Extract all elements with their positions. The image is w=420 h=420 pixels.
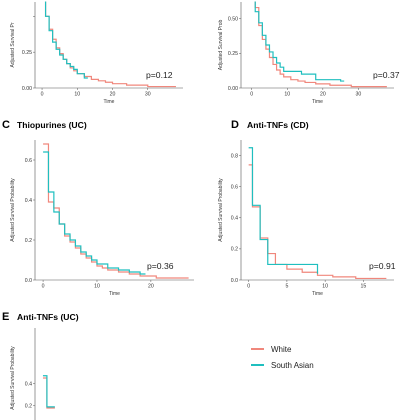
x-tick-label: 10 bbox=[284, 92, 290, 98]
x-tick-label: 20 bbox=[320, 92, 326, 98]
x-tick-label: 0 bbox=[247, 284, 250, 290]
y-tick-label: 0.2 bbox=[25, 404, 32, 410]
legend-label: South Asian bbox=[271, 361, 314, 370]
y-tick-label: 0.6 bbox=[25, 158, 32, 164]
x-tick-label: 30 bbox=[356, 92, 362, 98]
p-value: p=0.12 bbox=[146, 70, 173, 80]
y-tick-label: 0.4 bbox=[25, 381, 32, 387]
series-line-white bbox=[248, 164, 387, 280]
x-tick-label: 20 bbox=[110, 92, 116, 98]
panel-title: Thiopurines (UC) bbox=[17, 120, 87, 130]
y-axis-title: Adjusted Survival Probability bbox=[218, 178, 224, 242]
panel-title: Anti-TNFs (CD) bbox=[247, 120, 309, 130]
series-line-white bbox=[254, 1, 387, 88]
x-tick-label: 0 bbox=[42, 284, 45, 290]
p-value: p=0.36 bbox=[147, 261, 174, 271]
y-tick-label: 0.2 bbox=[231, 247, 238, 253]
panel-letter: C bbox=[2, 119, 10, 131]
y-tick-label: 0.4 bbox=[25, 198, 32, 204]
panel-title: Anti-TNFs (UC) bbox=[17, 312, 79, 322]
y-tick-label: 0.50 bbox=[228, 16, 238, 22]
y-tick-label: 0.4 bbox=[231, 216, 238, 222]
series-line-white bbox=[43, 143, 189, 279]
x-tick-label: 10 bbox=[322, 284, 328, 290]
y-tick-label: 0.00 bbox=[22, 86, 32, 92]
x-tick-label: 5 bbox=[285, 284, 288, 290]
legend-item-south-asian: South Asian bbox=[251, 361, 314, 370]
panel-letter: E bbox=[2, 311, 9, 323]
x-tick-label: 10 bbox=[74, 92, 80, 98]
panel-e: 0.2 0.4 Adjusted Survival Probability E Anti… bbox=[2, 311, 79, 420]
y-axis-title: Adjusted Survival Probability bbox=[10, 346, 16, 410]
panel-d: 0.0 0.2 0.4 0.6 0.8 0 5 10 15 Time Adjusted Surviv… bbox=[218, 119, 396, 297]
series-line-south-asian bbox=[43, 151, 146, 275]
x-axis-title: Time bbox=[104, 99, 115, 105]
legend: White South Asian bbox=[251, 345, 314, 370]
x-tick-label: 20 bbox=[148, 284, 154, 290]
y-tick-label: 0.25 bbox=[228, 51, 238, 57]
panel-b: 0.00 0.25 0.50 0 10 20 30 Time Adjusted Survival… bbox=[218, 1, 400, 105]
series-line-south-asian bbox=[44, 1, 88, 79]
p-value: p=0.91 bbox=[369, 261, 396, 271]
y-tick-label: 0.25 bbox=[22, 50, 32, 56]
x-tick-label: 0 bbox=[250, 92, 253, 98]
panel-a: 0.00 0.25 0 10 20 30 Time Adjusted Survival Pr p… bbox=[10, 1, 183, 105]
series-line-south-asian bbox=[254, 1, 345, 82]
legend-item-white: White bbox=[251, 345, 292, 354]
legend-label: White bbox=[271, 345, 292, 354]
x-axis-title: Time bbox=[312, 291, 323, 297]
series-line-white bbox=[42, 377, 55, 409]
x-tick-label: 30 bbox=[145, 92, 151, 98]
x-tick-label: 0 bbox=[41, 92, 44, 98]
panel-letter: D bbox=[231, 119, 239, 131]
y-tick-label: 0.0 bbox=[231, 278, 238, 284]
y-axis-title: Adjusted Survival Pr bbox=[10, 22, 16, 67]
panel-c: 0.0 0.2 0.4 0.6 0 10 20 Time Adjusted Survival P… bbox=[2, 119, 194, 297]
series-line-south-asian bbox=[42, 375, 55, 408]
y-tick-label: 0.6 bbox=[231, 184, 238, 190]
y-tick-label: 0.8 bbox=[231, 153, 238, 159]
x-tick-label: 15 bbox=[361, 284, 367, 290]
x-tick-label: 10 bbox=[94, 284, 100, 290]
y-tick-label: 0.2 bbox=[25, 238, 32, 244]
y-axis-title: Adjusted Survival Probability bbox=[10, 178, 16, 242]
y-axis-title: Adjusted Survival Prob bbox=[218, 19, 224, 70]
p-value: p=0.37 bbox=[373, 70, 400, 80]
x-axis-title: Time bbox=[312, 99, 323, 105]
y-tick-label: 0.0 bbox=[25, 278, 32, 284]
series-line-south-asian bbox=[248, 147, 319, 274]
y-tick-label: 0.00 bbox=[228, 86, 238, 92]
x-axis-title: Time bbox=[109, 291, 120, 297]
